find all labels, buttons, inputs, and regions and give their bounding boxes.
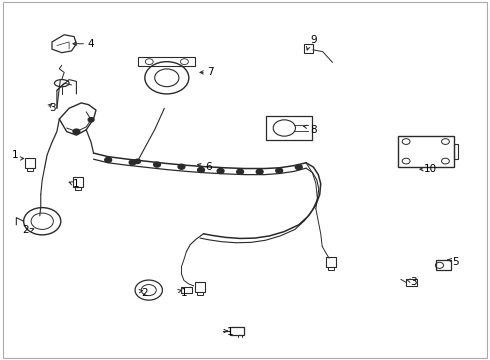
Bar <box>138 57 196 67</box>
Text: 1: 1 <box>12 150 19 160</box>
Circle shape <box>129 160 136 165</box>
Circle shape <box>237 169 244 174</box>
Bar <box>195 282 205 292</box>
Circle shape <box>276 168 283 173</box>
Text: 1: 1 <box>227 327 234 337</box>
Bar <box>27 168 33 171</box>
Text: 7: 7 <box>207 67 214 77</box>
Bar <box>181 287 192 293</box>
Text: 3: 3 <box>410 277 417 287</box>
Text: 10: 10 <box>424 164 437 174</box>
Bar <box>454 144 458 159</box>
Text: 9: 9 <box>310 35 317 45</box>
Circle shape <box>154 162 160 167</box>
Bar <box>304 44 313 53</box>
Circle shape <box>105 157 112 162</box>
Text: 4: 4 <box>88 39 95 49</box>
Bar <box>328 267 334 270</box>
Text: 1: 1 <box>73 179 80 189</box>
Bar <box>73 177 83 187</box>
Text: 6: 6 <box>205 162 212 172</box>
Text: 5: 5 <box>452 257 459 267</box>
Bar <box>326 257 336 267</box>
Bar <box>197 292 203 295</box>
Text: 8: 8 <box>310 125 317 135</box>
Text: 2: 2 <box>22 225 28 235</box>
Text: 2: 2 <box>142 288 148 298</box>
Circle shape <box>197 167 204 172</box>
Circle shape <box>135 159 141 163</box>
Text: 1: 1 <box>181 288 187 298</box>
Circle shape <box>88 118 94 122</box>
Bar <box>398 136 454 167</box>
Bar <box>24 158 35 168</box>
Bar <box>436 260 451 270</box>
Circle shape <box>73 129 80 134</box>
Circle shape <box>256 169 263 174</box>
Circle shape <box>295 165 302 170</box>
Circle shape <box>178 164 185 169</box>
Text: 3: 3 <box>49 103 55 113</box>
Circle shape <box>217 168 224 174</box>
Bar <box>74 187 81 190</box>
Bar <box>266 116 312 140</box>
Bar <box>230 327 244 335</box>
Bar <box>406 279 416 286</box>
